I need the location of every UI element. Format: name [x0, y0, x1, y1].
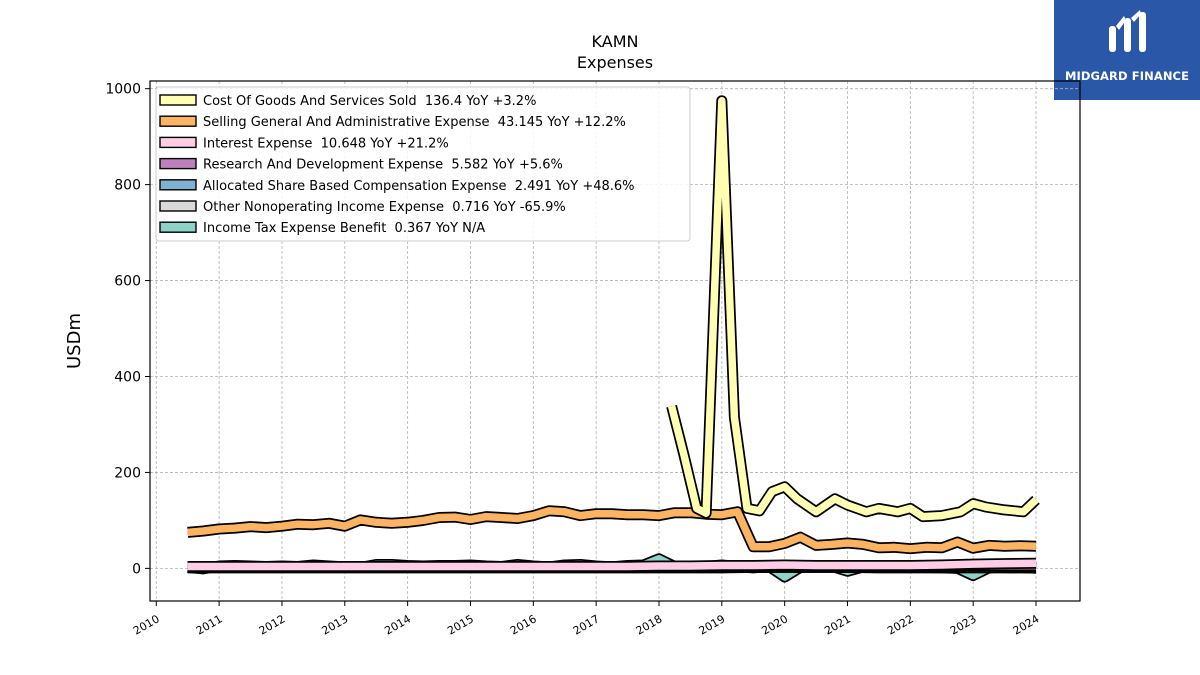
x-tick-label: 2024	[1011, 612, 1042, 637]
legend-swatch	[159, 157, 197, 170]
x-tick-label: 2017	[571, 612, 602, 637]
legend-label: Other Nonoperating Income Expense 0.716 …	[203, 200, 566, 215]
legend-swatch	[159, 94, 197, 106]
y-tick-label: 1000	[105, 82, 141, 98]
y-tick-label: 400	[114, 369, 141, 385]
y-tick-label: 200	[114, 465, 141, 481]
legend-swatch	[159, 136, 197, 149]
y-tick-label: 600	[114, 274, 141, 290]
legend-label: Cost Of Goods And Services Sold 136.4 Yo…	[203, 94, 536, 109]
x-tick-label: 2011	[194, 612, 225, 637]
legend-swatch	[159, 200, 197, 212]
x-tick-label: 2021	[822, 612, 853, 637]
legend-label: Interest Expense 10.648 YoY +21.2%	[203, 136, 449, 151]
legend-label: Income Tax Expense Benefit 0.367 YoY N/A	[203, 221, 485, 236]
x-tick-label: 2018	[634, 612, 665, 637]
legend-label: Research And Development Expense 5.582 Y…	[203, 158, 563, 173]
x-tick-label: 2012	[257, 612, 288, 637]
logo-mark-icon	[1109, 10, 1146, 52]
series-line	[667, 96, 1039, 521]
y-tick-label: 800	[114, 178, 141, 194]
chart-title: KAMN	[592, 32, 639, 51]
chart-subtitle: Expenses	[577, 53, 653, 72]
y-tick-label: 0	[132, 561, 141, 577]
brand-name: MIDGARD FINANCE	[1064, 69, 1190, 83]
legend-label: Selling General And Administrative Expen…	[203, 115, 626, 130]
legend-swatch	[159, 221, 197, 233]
legend-box	[155, 86, 691, 242]
legend-label: Allocated Share Based Compensation Expen…	[203, 179, 635, 194]
legend-swatch	[159, 179, 197, 191]
x-tick-label: 2023	[948, 612, 979, 637]
x-tick-label: 2020	[759, 612, 790, 637]
x-tick-label: 2019	[697, 612, 728, 637]
series-line	[187, 507, 1037, 553]
x-tick-label: 2010	[131, 612, 162, 637]
x-tick-label: 2022	[885, 612, 916, 637]
x-tick-label: 2015	[445, 612, 476, 637]
series-line	[187, 559, 1037, 571]
x-tick-label: 2014	[382, 612, 413, 637]
x-tick-label: 2013	[320, 612, 351, 637]
plot-frame	[149, 80, 1081, 602]
y-axis-label: USDm	[64, 313, 85, 369]
legend-swatch	[159, 115, 197, 127]
x-tick-label: 2016	[508, 612, 539, 637]
midgard-finance-logo: MIDGARD FINANCE	[1054, 0, 1200, 100]
